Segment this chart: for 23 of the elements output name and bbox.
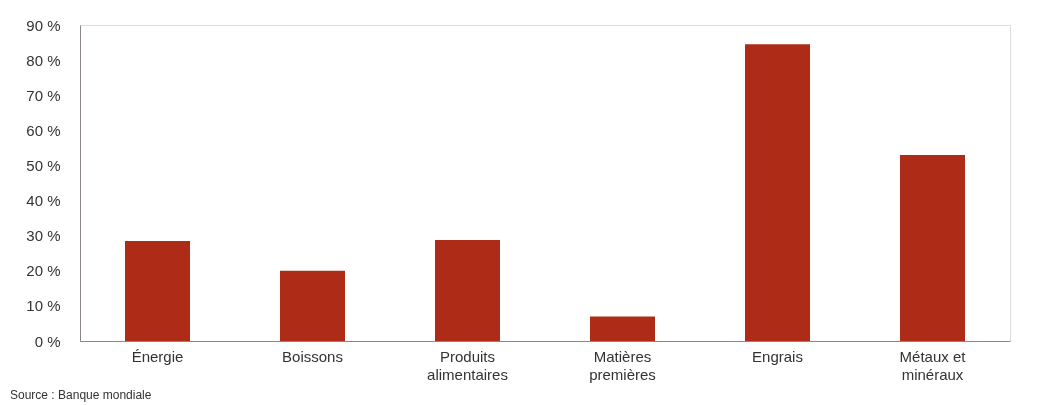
x-tick-label: Boissons [282,347,343,365]
x-tick-label: Matières premières [589,347,656,383]
y-tick-label: 10 % [26,297,61,315]
bar [280,270,345,341]
bar [900,154,965,341]
y-tick-label: 30 % [26,227,61,245]
y-tick-label: 20 % [26,262,61,280]
bar [435,239,500,341]
y-tick-label: 80 % [26,51,61,69]
x-tick-label: Énergie [131,347,184,365]
y-tick-label: 50 % [26,156,61,174]
y-tick-label: 40 % [26,192,61,210]
bar [125,240,190,341]
bar [745,44,810,341]
y-tick-label: 90 % [26,16,61,34]
y-tick-label: 60 % [26,121,61,139]
x-tick-label: Produits alimentaires [427,347,508,383]
x-tick-label: Engrais [752,347,803,365]
y-tick-label: 70 % [26,86,61,104]
y-tick-label: 0 % [34,332,61,350]
x-tick-label: Métaux et minéraux [899,347,967,383]
source-note: Source : Banque mondiale [10,388,152,402]
bar [590,316,655,341]
